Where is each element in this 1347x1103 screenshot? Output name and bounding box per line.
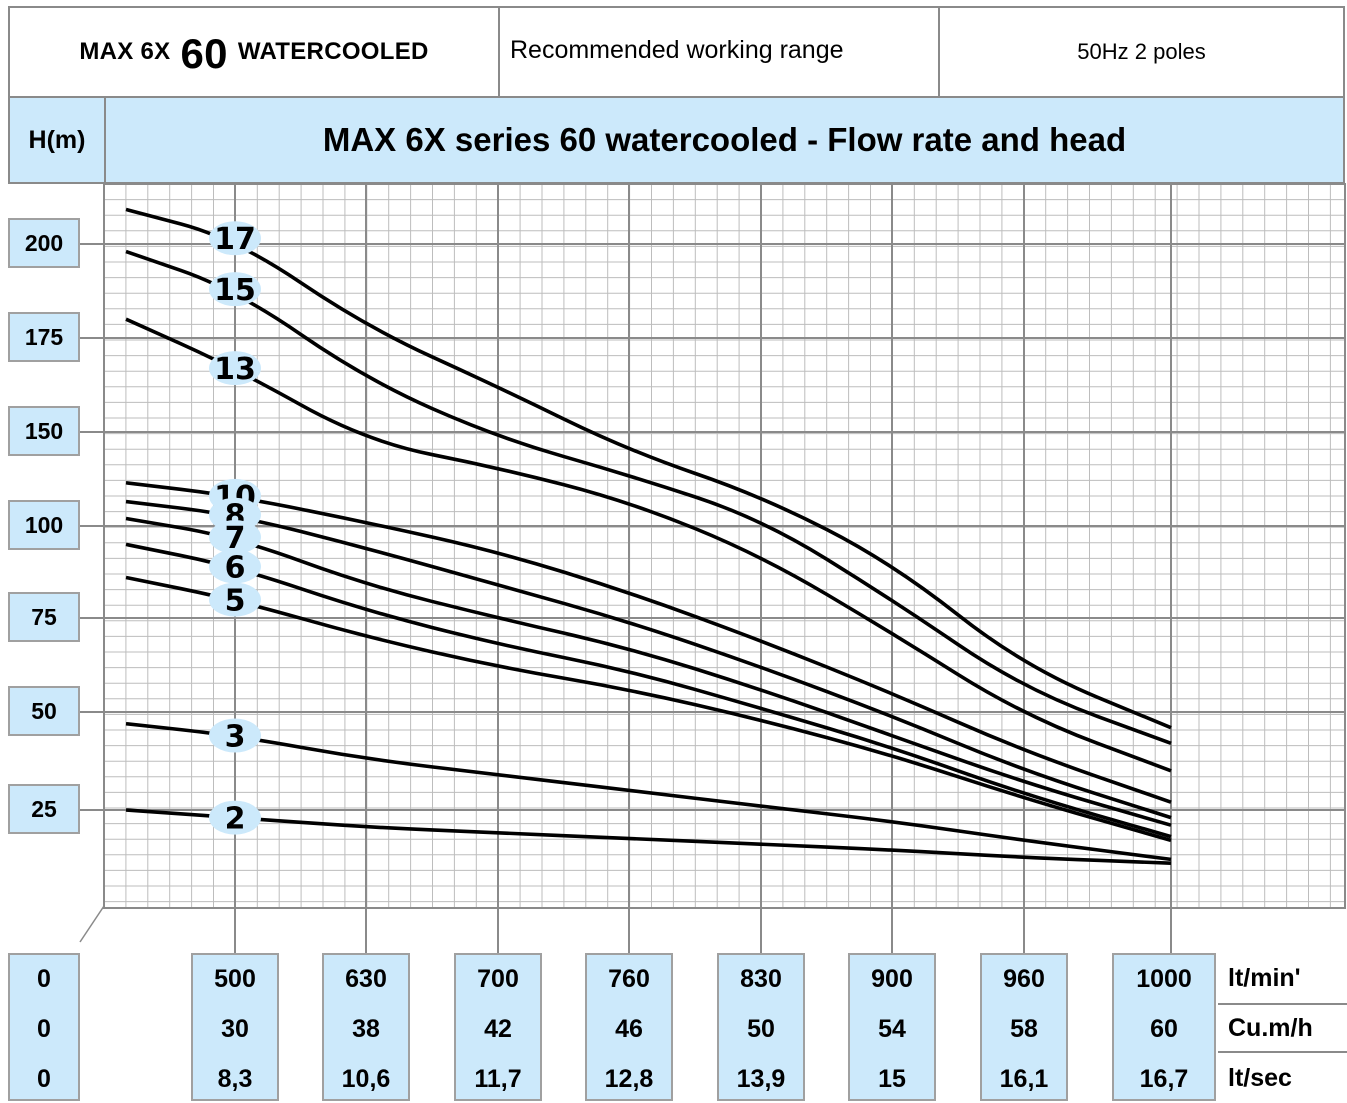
x-column: 1000 60 16,7 bbox=[1112, 953, 1216, 1101]
x-zero-m3h: 0 bbox=[37, 1015, 51, 1043]
working-range-label: Recommended working range bbox=[498, 6, 940, 98]
x-lpm: 500 bbox=[214, 965, 256, 993]
curve-line-13 bbox=[125, 317, 1172, 773]
x-lpm: 900 bbox=[871, 965, 913, 993]
x-lps: 13,9 bbox=[736, 1065, 786, 1093]
model-prefix: MAX 6X bbox=[79, 38, 171, 65]
curve-label-text: 7 bbox=[225, 521, 246, 556]
product-title: MAX 6X 60 WATERCOOLED bbox=[8, 6, 500, 98]
x-m3h: 46 bbox=[615, 1015, 643, 1043]
x-column: 760 46 12,8 bbox=[585, 953, 673, 1101]
x-m3h: 60 bbox=[1150, 1015, 1178, 1043]
x-lpm: 700 bbox=[477, 965, 519, 993]
y-tick-label: 175 bbox=[8, 312, 80, 362]
curve-line-17 bbox=[125, 207, 1172, 730]
x-lpm: 1000 bbox=[1136, 965, 1192, 993]
curve-label-bubble bbox=[209, 582, 261, 617]
y-tick-label: 150 bbox=[8, 406, 80, 456]
x-column: 700 42 11,7 bbox=[454, 953, 542, 1101]
curve-label-7: 7 bbox=[209, 520, 261, 556]
x-lps: 10,6 bbox=[341, 1065, 391, 1093]
x-zero-lps: 0 bbox=[37, 1065, 51, 1093]
x-m3h: 30 bbox=[221, 1015, 249, 1043]
curve-label-text: 2 bbox=[225, 802, 246, 837]
curve-label-text: 6 bbox=[225, 550, 246, 585]
x-lps: 16,1 bbox=[999, 1065, 1049, 1093]
x-lps: 11,7 bbox=[474, 1065, 522, 1093]
x-lps: 12,8 bbox=[604, 1065, 654, 1093]
x-lps: 8,3 bbox=[217, 1065, 253, 1093]
x-column: 630 38 10,6 bbox=[322, 953, 410, 1101]
x-column: 500 30 8,3 bbox=[191, 953, 279, 1101]
x-lpm: 630 bbox=[345, 965, 387, 993]
y-tick-label: 75 bbox=[8, 592, 80, 642]
curve-label-bubble bbox=[209, 272, 261, 307]
x-lpm: 830 bbox=[740, 965, 782, 993]
curve-label-bubble bbox=[209, 718, 261, 753]
x-column: 900 54 15 bbox=[848, 953, 936, 1101]
x-m3h: 58 bbox=[1010, 1015, 1038, 1043]
x-m3h: 38 bbox=[352, 1015, 380, 1043]
curve-label-3: 3 bbox=[209, 718, 261, 755]
x-lpm: 760 bbox=[608, 965, 650, 993]
curve-label-5: 5 bbox=[209, 582, 261, 619]
x-zero-lpm: 0 bbox=[37, 965, 51, 993]
x-m3h: 42 bbox=[484, 1015, 512, 1043]
curve-label-bubble bbox=[209, 800, 261, 835]
curve-label-15: 15 bbox=[209, 272, 261, 308]
x-lps: 16,7 bbox=[1139, 1065, 1189, 1093]
x-zero-column: 0 0 0 bbox=[8, 953, 80, 1101]
y-tick-label: 50 bbox=[8, 686, 80, 736]
curve-label-text: 3 bbox=[225, 720, 246, 755]
x-m3h: 50 bbox=[747, 1015, 775, 1043]
model-number: 60 bbox=[180, 30, 228, 77]
plot-frame bbox=[103, 183, 1346, 909]
x-lps: 15 bbox=[878, 1065, 906, 1093]
plot-background bbox=[104, 184, 1345, 908]
unit-lpm: lt/min' bbox=[1228, 963, 1301, 992]
y-tick-label: 25 bbox=[8, 784, 80, 834]
x-column: 830 50 13,9 bbox=[717, 953, 805, 1101]
curve-label-text: 17 bbox=[214, 222, 256, 257]
curve-label-text: 15 bbox=[214, 273, 256, 308]
x-column: 960 58 16,1 bbox=[980, 953, 1068, 1101]
curve-label-text: 5 bbox=[225, 584, 246, 619]
curve-label-2: 2 bbox=[209, 800, 261, 837]
curve-label-17: 17 bbox=[209, 221, 261, 257]
curve-label-bubble bbox=[209, 221, 261, 256]
chart-title: MAX 6X series 60 watercooled - Flow rate… bbox=[104, 96, 1345, 184]
curve-label-text: 13 bbox=[214, 352, 256, 387]
x-m3h: 54 bbox=[878, 1015, 906, 1043]
x-lpm: 960 bbox=[1003, 965, 1045, 993]
axis-break bbox=[79, 905, 105, 943]
curve-line-15 bbox=[125, 249, 1172, 746]
y-axis-label: H(m) bbox=[8, 96, 106, 184]
curve-label-bubble bbox=[209, 351, 261, 386]
curve-label-bubble bbox=[209, 520, 261, 555]
unit-m3h: Cu.m/h bbox=[1218, 1003, 1347, 1053]
unit-lps: lt/sec bbox=[1228, 1063, 1292, 1092]
curve-label-bubble bbox=[209, 549, 261, 584]
y-tick-label: 200 bbox=[8, 218, 80, 268]
model-suffix: WATERCOOLED bbox=[237, 38, 429, 65]
curve-label-6: 6 bbox=[209, 549, 261, 585]
y-tick-label: 100 bbox=[8, 500, 80, 550]
curve-label-13: 13 bbox=[209, 351, 261, 387]
